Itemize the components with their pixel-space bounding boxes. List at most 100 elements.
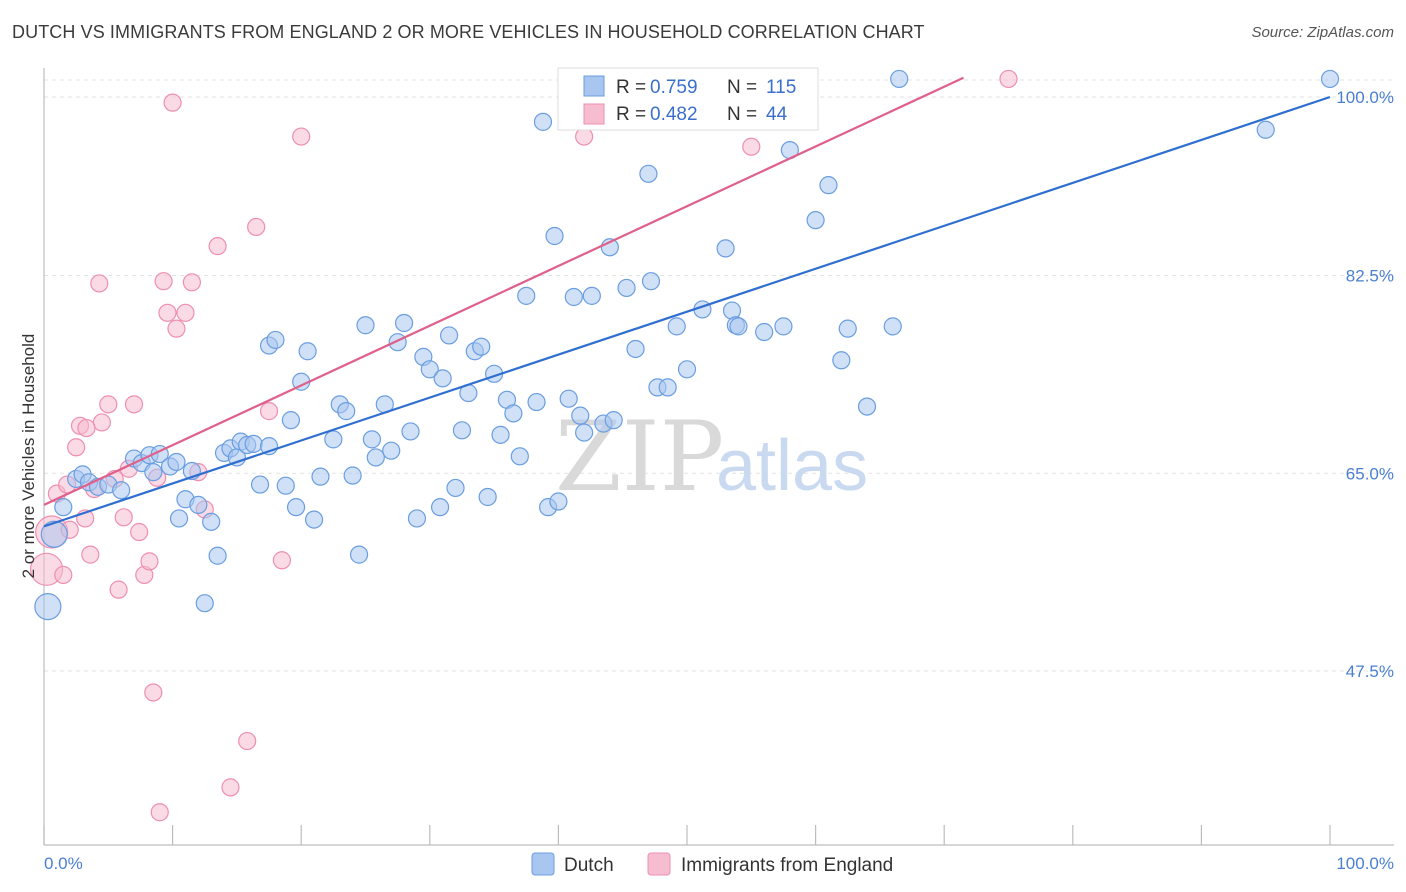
dutch-point xyxy=(286,498,306,517)
england-point xyxy=(90,274,109,293)
dutch-point xyxy=(838,319,857,338)
legend-dutch-n-value: 115 xyxy=(766,77,796,98)
dutch-point xyxy=(343,466,362,485)
england-point xyxy=(158,303,177,322)
dutch-point xyxy=(575,423,594,442)
axes xyxy=(43,68,1394,846)
series-legend: Dutch Immigrants from England xyxy=(531,852,893,876)
dutch-point xyxy=(112,481,131,500)
dutch-point xyxy=(189,495,208,515)
dutch-point xyxy=(208,546,227,565)
england-point xyxy=(124,395,144,414)
dutch-point xyxy=(774,317,793,336)
dutch-point xyxy=(559,389,578,408)
dutch-point xyxy=(604,411,623,430)
dutch-point xyxy=(281,411,301,430)
england-point xyxy=(221,778,240,797)
dutch-point xyxy=(729,317,748,336)
england-point xyxy=(272,551,292,570)
dutch-point xyxy=(356,316,375,335)
dutch-point xyxy=(433,369,452,388)
dutch-point xyxy=(890,69,909,89)
england-point xyxy=(259,402,279,421)
legend-dutch-r-label: R = xyxy=(616,77,646,98)
dutch-point xyxy=(549,492,568,511)
england-point xyxy=(150,803,169,822)
dutch-point xyxy=(401,422,420,441)
england-point xyxy=(163,93,182,112)
dutch-point xyxy=(407,509,427,528)
england-point xyxy=(81,545,100,564)
x-ticks xyxy=(43,825,1331,845)
dutch-point xyxy=(755,322,774,342)
dutch-point xyxy=(617,278,636,298)
dutch-point xyxy=(349,545,369,564)
dutch-point xyxy=(517,286,536,305)
dutch-point xyxy=(533,112,553,131)
grid-lines xyxy=(44,79,1394,672)
legend-dutch-r-value: 0.759 xyxy=(650,77,698,98)
dutch-point xyxy=(491,425,510,444)
dutch-point xyxy=(34,592,62,621)
england-point xyxy=(208,237,227,256)
england-point xyxy=(167,319,186,338)
dutch-point xyxy=(244,434,263,453)
dutch-point xyxy=(40,520,68,548)
legend-england-r-label: R = xyxy=(616,104,646,125)
dutch-point xyxy=(806,211,825,230)
y-tick-label: 47.5% xyxy=(1346,662,1394,681)
y-tick-label: 100.0% xyxy=(1336,88,1394,107)
dutch-point xyxy=(658,378,677,397)
dutch-point xyxy=(716,239,735,258)
legend-dutch-swatch xyxy=(583,75,605,97)
legend-dutch-n-label: N = xyxy=(727,77,757,98)
legend-england-swatch xyxy=(583,103,605,125)
bottom-legend-england-label: Immigrants from England xyxy=(681,855,893,876)
england-point xyxy=(140,552,159,571)
dutch-point xyxy=(1256,120,1275,139)
trend-lines xyxy=(43,76,1331,528)
england-trend-line xyxy=(43,76,964,506)
dutch-point xyxy=(677,360,697,379)
dutch-point xyxy=(304,510,324,529)
dutch-point xyxy=(195,594,214,613)
england-point xyxy=(238,731,257,751)
legend-england-n-value: 44 xyxy=(766,104,788,125)
dutch-point xyxy=(641,272,661,291)
england-point xyxy=(154,272,173,291)
dutch-point xyxy=(337,402,356,421)
dutch-point xyxy=(362,430,382,449)
dutch-point xyxy=(527,392,546,412)
england-point xyxy=(54,565,73,585)
england-point xyxy=(130,522,149,542)
dutch-point xyxy=(169,509,189,528)
dutch-point xyxy=(311,467,330,486)
england-point xyxy=(67,438,86,457)
england-point xyxy=(247,217,266,237)
legend-england-r-value: 0.482 xyxy=(650,104,698,125)
dutch-point xyxy=(394,313,414,333)
bottom-legend-dutch-label: Dutch xyxy=(564,855,614,876)
england-point xyxy=(742,137,761,156)
x-tick-label-max: 100.0% xyxy=(1336,854,1394,873)
england-point xyxy=(144,683,163,702)
england-point xyxy=(109,580,128,599)
dutch-point xyxy=(564,287,583,307)
dutch-point xyxy=(472,337,491,356)
y-tick-label: 82.5% xyxy=(1346,267,1394,286)
dutch-point xyxy=(439,326,459,345)
watermark: ZIP atlas xyxy=(555,401,868,513)
dutch-point xyxy=(446,478,465,498)
dutch-point xyxy=(366,448,385,467)
stats-legend: R = 0.759 N = 115 R = 0.482 N = 44 xyxy=(557,67,819,131)
dutch-trend-line xyxy=(43,95,1331,528)
england-point xyxy=(176,303,195,322)
legend-england-n-label: N = xyxy=(727,104,757,125)
dutch-point xyxy=(832,351,851,370)
dutch-point xyxy=(639,164,658,183)
y-axis-label: 2 or more Vehicles in Household xyxy=(19,334,38,579)
dutch-point xyxy=(883,317,902,336)
dutch-point xyxy=(857,397,877,416)
dutch-point xyxy=(266,330,285,350)
